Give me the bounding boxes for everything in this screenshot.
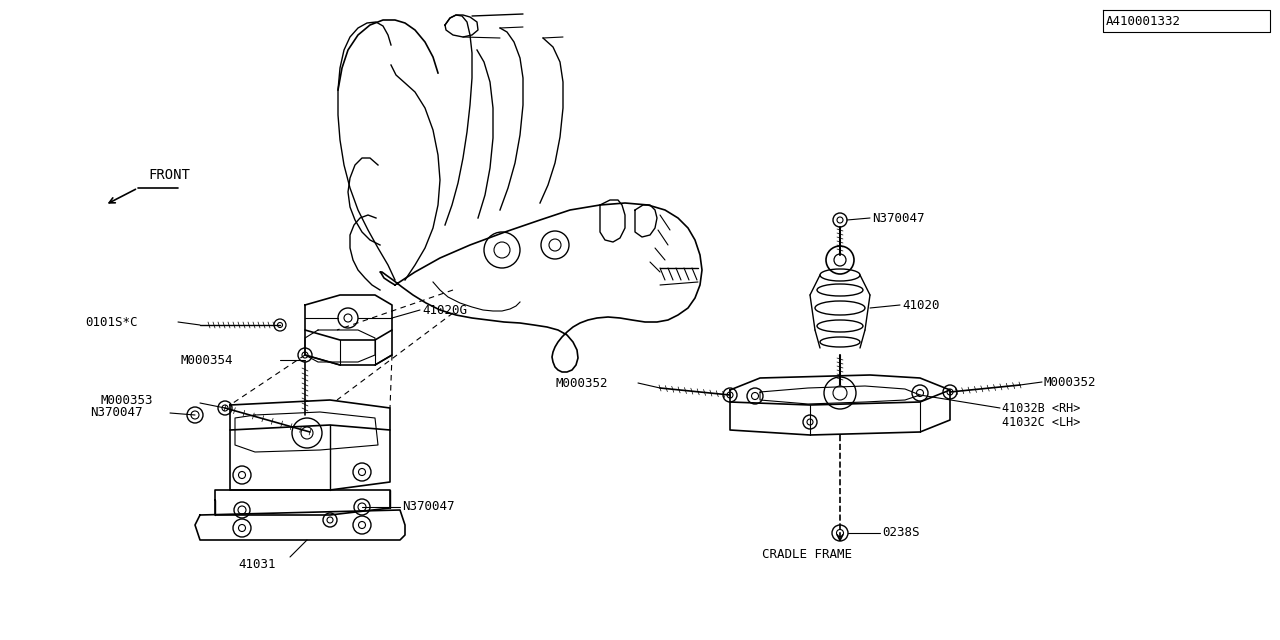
Text: M000354: M000354 [180, 353, 233, 367]
Text: N370047: N370047 [90, 406, 142, 419]
Text: 41020G: 41020G [422, 303, 467, 317]
Text: 0238S: 0238S [882, 527, 919, 540]
Text: CRADLE FRAME: CRADLE FRAME [762, 548, 852, 561]
Text: M000352: M000352 [556, 376, 608, 390]
Text: 0101S*C: 0101S*C [84, 316, 137, 328]
Text: M000353: M000353 [100, 394, 152, 406]
Text: 41032B <RH>: 41032B <RH> [1002, 401, 1080, 415]
Text: A410001332: A410001332 [1106, 15, 1181, 28]
Text: 41031: 41031 [238, 557, 275, 570]
Text: N370047: N370047 [402, 500, 454, 513]
Text: N370047: N370047 [872, 211, 924, 225]
Text: 41032C <LH>: 41032C <LH> [1002, 415, 1080, 429]
Text: FRONT: FRONT [148, 168, 189, 182]
Text: 41020: 41020 [902, 298, 940, 312]
Text: M000352: M000352 [1044, 376, 1097, 388]
